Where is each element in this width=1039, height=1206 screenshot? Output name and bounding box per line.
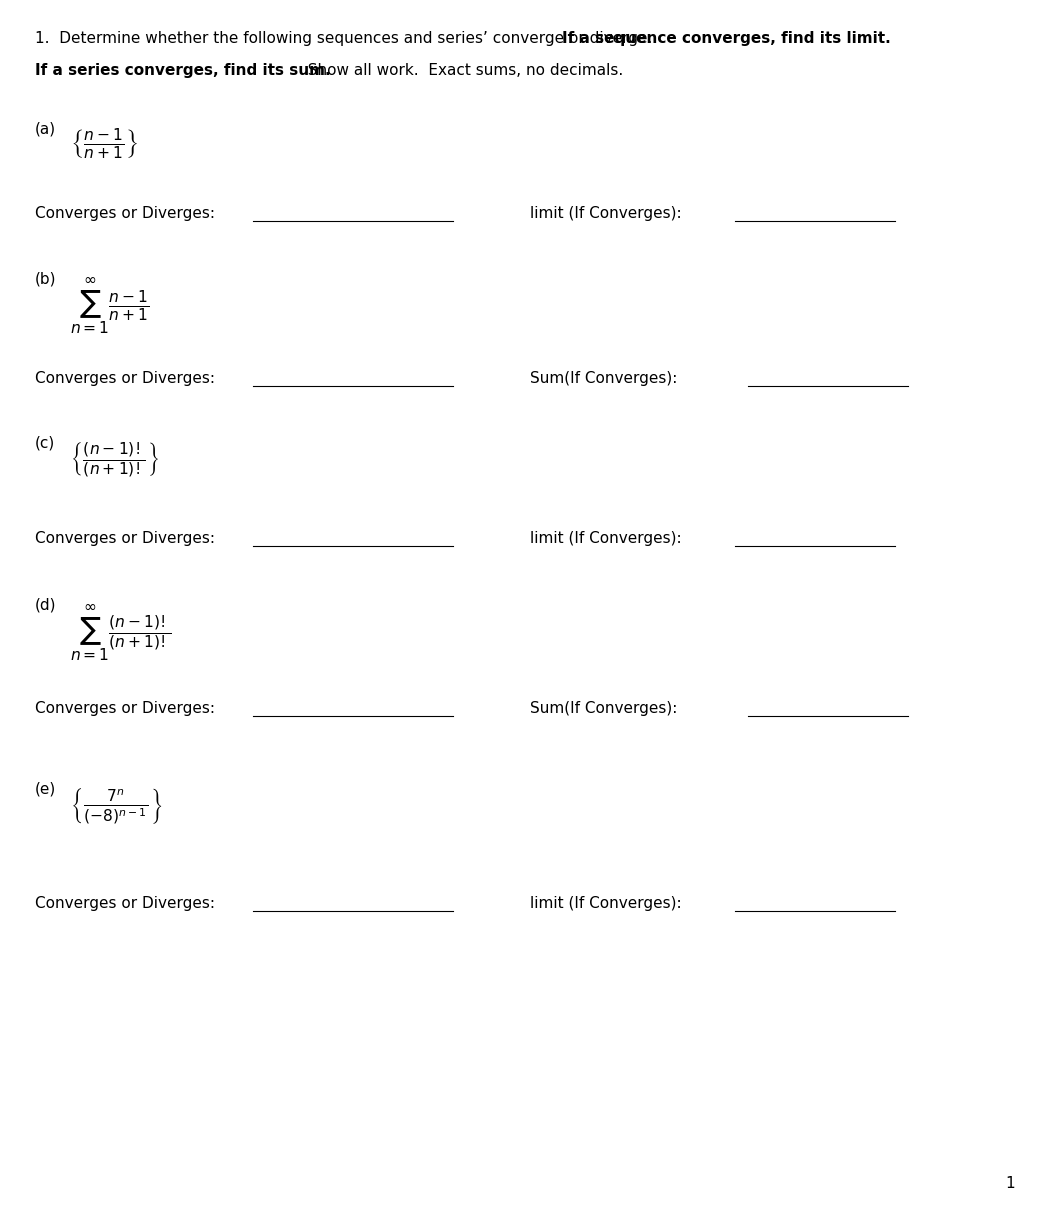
Text: $\sum_{n=1}^{\infty}\frac{(n-1)!}{(n+1)!}$: $\sum_{n=1}^{\infty}\frac{(n-1)!}{(n+1)!… bbox=[70, 603, 171, 663]
Text: 1.  Determine whether the following sequences and series’ converge or diverge.: 1. Determine whether the following seque… bbox=[35, 31, 662, 46]
Text: limit (If Converges):: limit (If Converges): bbox=[530, 531, 682, 546]
Text: $\left\{\frac{n-1}{n+1}\right\}$: $\left\{\frac{n-1}{n+1}\right\}$ bbox=[70, 125, 138, 160]
Text: $\left\{\frac{(n-1)!}{(n+1)!}\right\}$: $\left\{\frac{(n-1)!}{(n+1)!}\right\}$ bbox=[70, 441, 159, 480]
Text: Sum(If Converges):: Sum(If Converges): bbox=[530, 701, 677, 716]
Text: limit (If Converges):: limit (If Converges): bbox=[530, 206, 682, 221]
Text: (c): (c) bbox=[35, 437, 55, 451]
Text: (e): (e) bbox=[35, 781, 56, 796]
Text: Show all work.  Exact sums, no decimals.: Show all work. Exact sums, no decimals. bbox=[298, 63, 623, 78]
Text: If a sequence converges, find its limit.: If a sequence converges, find its limit. bbox=[562, 31, 890, 46]
Text: (b): (b) bbox=[35, 271, 56, 286]
Text: Converges or Diverges:: Converges or Diverges: bbox=[35, 531, 215, 546]
Text: 1: 1 bbox=[1005, 1176, 1015, 1192]
Text: (d): (d) bbox=[35, 598, 56, 613]
Text: Converges or Diverges:: Converges or Diverges: bbox=[35, 896, 215, 911]
Text: Converges or Diverges:: Converges or Diverges: bbox=[35, 701, 215, 716]
Text: If a series converges, find its sum.: If a series converges, find its sum. bbox=[35, 63, 330, 78]
Text: Sum(If Converges):: Sum(If Converges): bbox=[530, 371, 677, 386]
Text: $\left\{\frac{7^{n}}{(-8)^{n-1}}\right\}$: $\left\{\frac{7^{n}}{(-8)^{n-1}}\right\}… bbox=[70, 786, 162, 827]
Text: (a): (a) bbox=[35, 121, 56, 136]
Text: Converges or Diverges:: Converges or Diverges: bbox=[35, 206, 215, 221]
Text: limit (If Converges):: limit (If Converges): bbox=[530, 896, 682, 911]
Text: $\sum_{n=1}^{\infty}\frac{n-1}{n+1}$: $\sum_{n=1}^{\infty}\frac{n-1}{n+1}$ bbox=[70, 276, 150, 335]
Text: Converges or Diverges:: Converges or Diverges: bbox=[35, 371, 215, 386]
